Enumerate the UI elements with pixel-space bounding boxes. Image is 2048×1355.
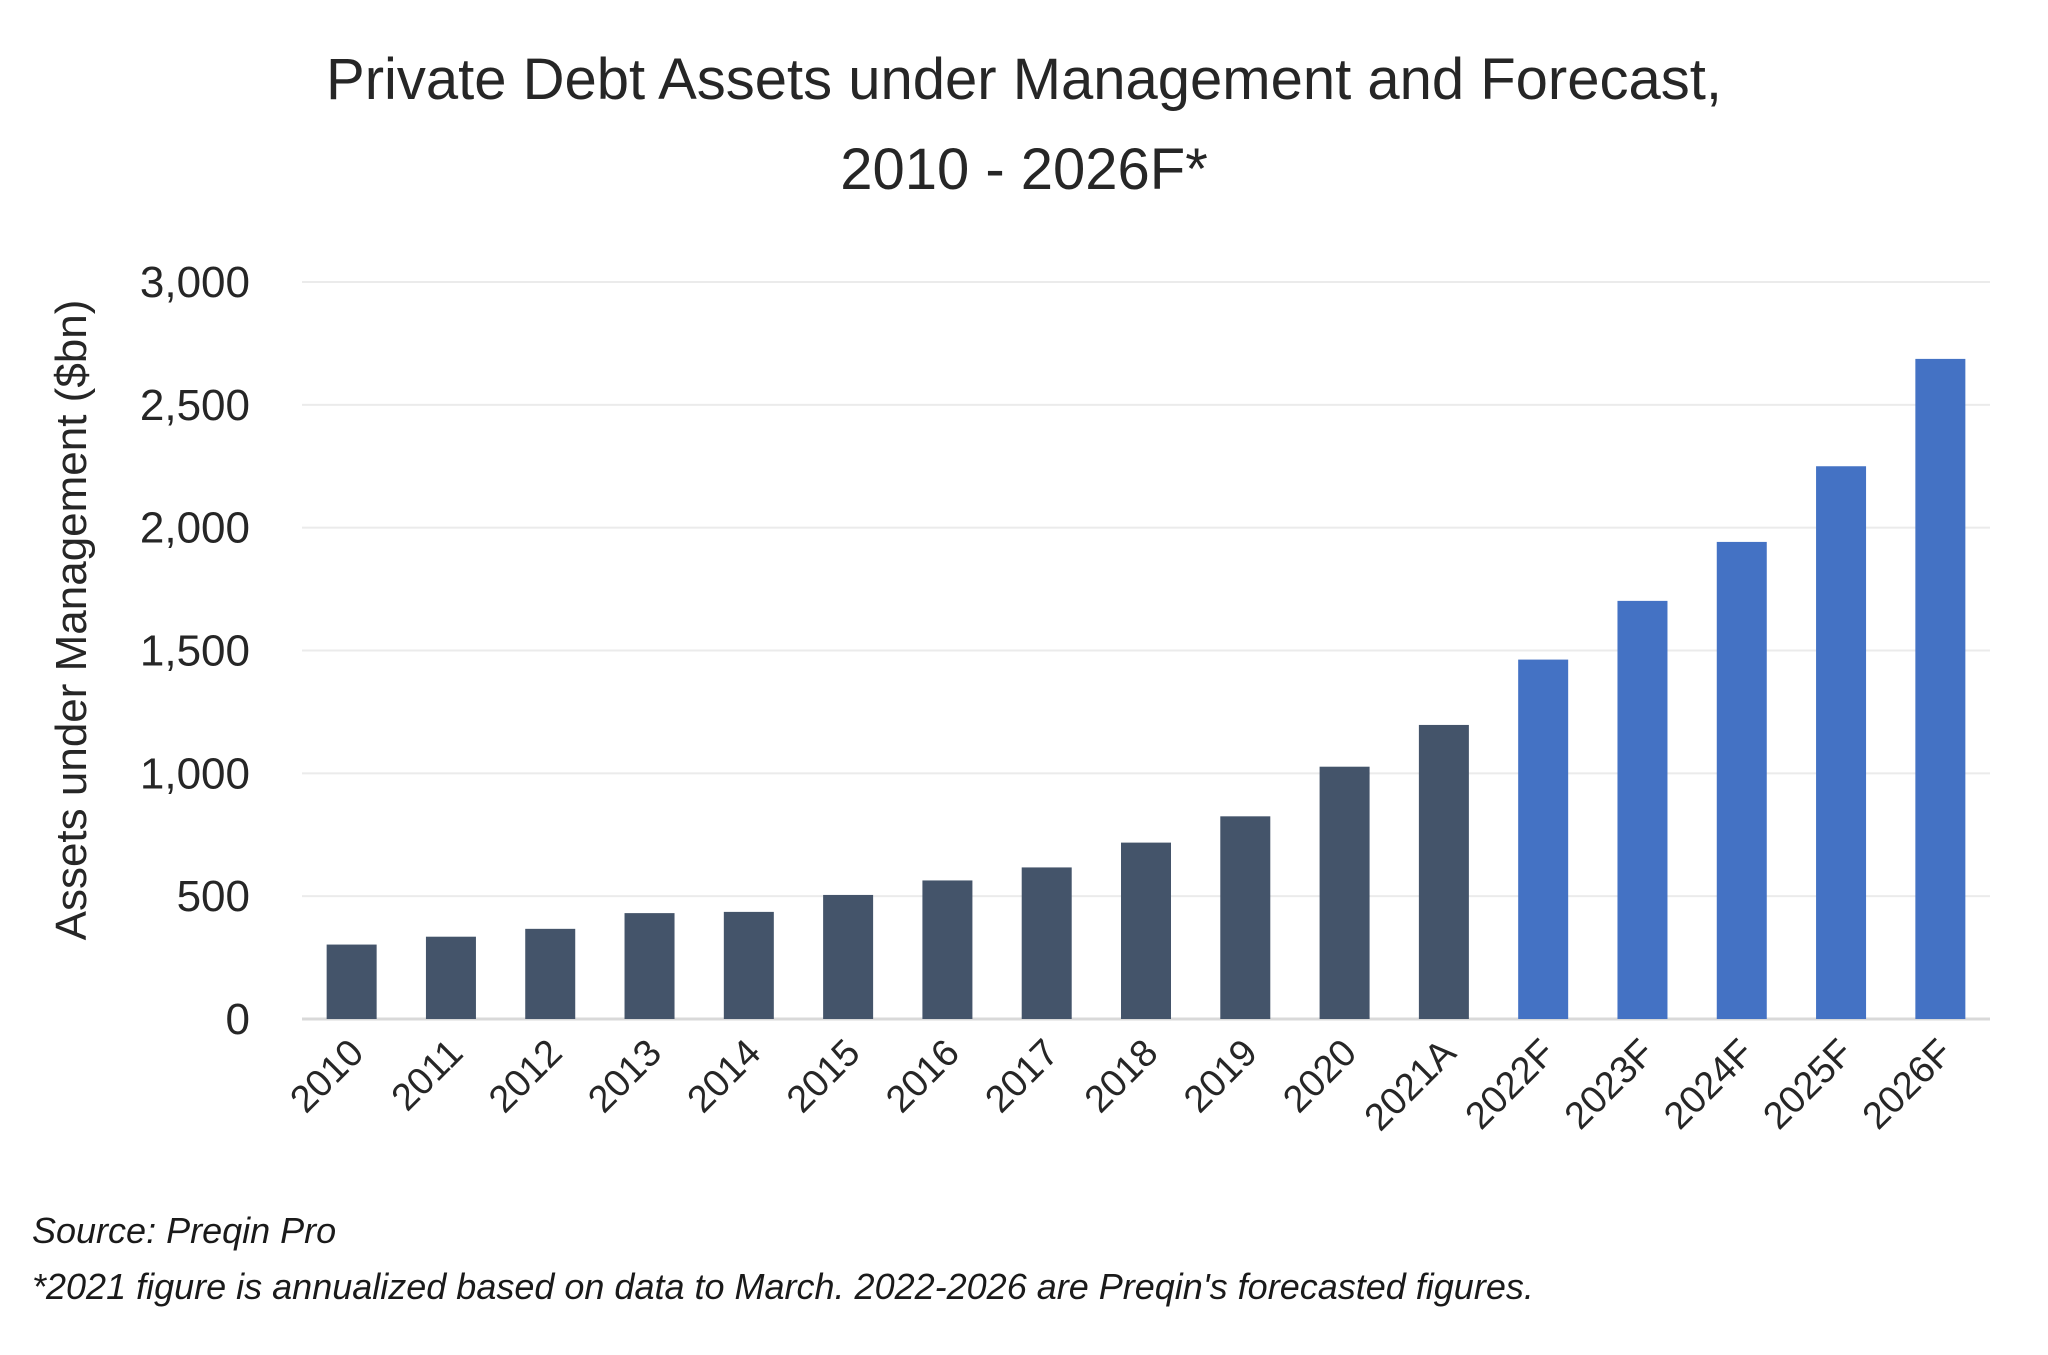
bar-2025F	[1816, 466, 1867, 1019]
bar-2018	[1121, 842, 1171, 1019]
bar-2012	[525, 928, 576, 1019]
source-note: Source: Preqin Pro	[32, 1210, 337, 1251]
bar-2022F	[1518, 659, 1569, 1019]
chart-title: Private Debt Assets under Management and…	[0, 35, 2048, 215]
x-tick-label: 2019	[1176, 1032, 1265, 1121]
bar-2017	[1021, 867, 1072, 1019]
x-tick-label: 2012	[481, 1032, 570, 1121]
y-tick-label: 1,500	[140, 627, 250, 676]
y-tick-label: 3,000	[140, 258, 250, 307]
x-tick-label: 2026F	[1855, 1032, 1961, 1138]
footnote: *2021 figure is annualized based on data…	[32, 1266, 1534, 1307]
chart-title-line1: Private Debt Assets under Management and…	[326, 47, 1722, 112]
bar-2014	[723, 911, 774, 1019]
x-tick-label: 2016	[878, 1032, 967, 1121]
x-tick-label: 2011	[384, 1032, 471, 1119]
bar-2024F	[1716, 541, 1767, 1019]
x-tick-label: 2010	[283, 1032, 372, 1121]
x-tick-label: 2020	[1275, 1032, 1364, 1121]
bar-2010	[326, 944, 377, 1019]
x-tick-label: 2024F	[1656, 1032, 1762, 1138]
bar-2021A	[1418, 724, 1469, 1019]
x-tick-label: 2017	[978, 1032, 1067, 1121]
y-tick-label: 2,500	[140, 381, 250, 430]
y-axis-label: Assets under Management ($bn)	[47, 300, 96, 941]
x-tick-label: 2021A	[1357, 1031, 1465, 1139]
x-tick-label: 2015	[779, 1032, 868, 1121]
y-tick-label: 0	[226, 995, 250, 1044]
x-tick-label: 2025F	[1756, 1032, 1862, 1138]
y-tick-label: 1,000	[140, 749, 250, 798]
bar-2026F	[1915, 358, 1966, 1019]
chart-title-line2: 2010 - 2026F*	[840, 137, 1208, 202]
bar-2015	[823, 894, 874, 1019]
y-tick-label: 2,000	[140, 504, 250, 553]
bar-2020	[1319, 766, 1370, 1019]
x-tick-label: 2013	[580, 1032, 669, 1121]
x-tick-label: 2023F	[1557, 1032, 1663, 1138]
bar-2011	[425, 936, 476, 1019]
bar-2019	[1220, 816, 1271, 1019]
bar-2016	[922, 880, 973, 1019]
x-tick-label: 2018	[1077, 1032, 1166, 1121]
bar-2013	[624, 913, 675, 1019]
bar-2023F	[1617, 600, 1668, 1019]
x-tick-label: 2022F	[1458, 1032, 1564, 1138]
x-tick-label: 2014	[680, 1032, 769, 1121]
y-tick-label: 500	[177, 872, 250, 921]
